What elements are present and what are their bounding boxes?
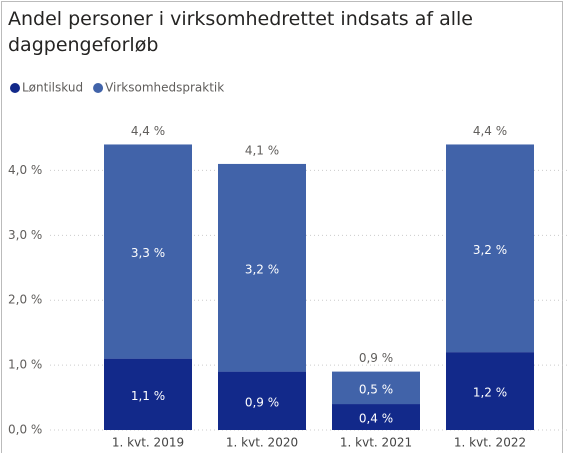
value-label: 1,2 % [473,386,507,400]
bar-segment [104,144,192,359]
total-label: 4,4 % [131,124,165,138]
value-label: 3,3 % [131,246,165,260]
y-tick-label: 3,0 % [8,228,42,242]
x-tick-label: 1. kvt. 2019 [112,436,184,450]
legend-swatch [10,83,20,93]
legend-swatch [93,83,104,93]
bar-segment [218,371,306,430]
frame [1,1,563,453]
value-label: 3,2 % [473,243,507,257]
bar-segment [446,144,534,353]
value-label: 1,1 % [131,389,165,403]
bar-segment [332,404,420,430]
y-tick-label: 1,0 % [8,358,42,372]
x-tick-label: 1. kvt. 2021 [340,436,412,450]
total-label: 0,9 % [359,351,393,365]
bar-segment [218,163,306,372]
y-tick-label: 4,0 % [8,163,42,177]
value-label: 0,9 % [245,395,279,409]
chart-title: Andel personer i virksomhedrettet indsat… [8,8,473,56]
legend-label: Virksomhedspraktik [105,81,224,95]
total-label: 4,1 % [245,143,279,157]
value-label: 0,4 % [359,412,393,426]
bar-segment [104,358,192,430]
x-tick-label: 1. kvt. 2020 [226,436,298,450]
bar-segment [332,371,420,405]
legend-label: Løntilskud [22,81,83,95]
y-tick-label: 0,0 % [8,423,42,437]
bar-segment [446,352,534,430]
total-label: 4,4 % [473,124,507,138]
x-tick-label: 1. kvt. 2022 [454,436,526,450]
value-label: 3,2 % [245,262,279,276]
value-label: 0,5 % [359,382,393,396]
y-tick-label: 2,0 % [8,293,42,307]
